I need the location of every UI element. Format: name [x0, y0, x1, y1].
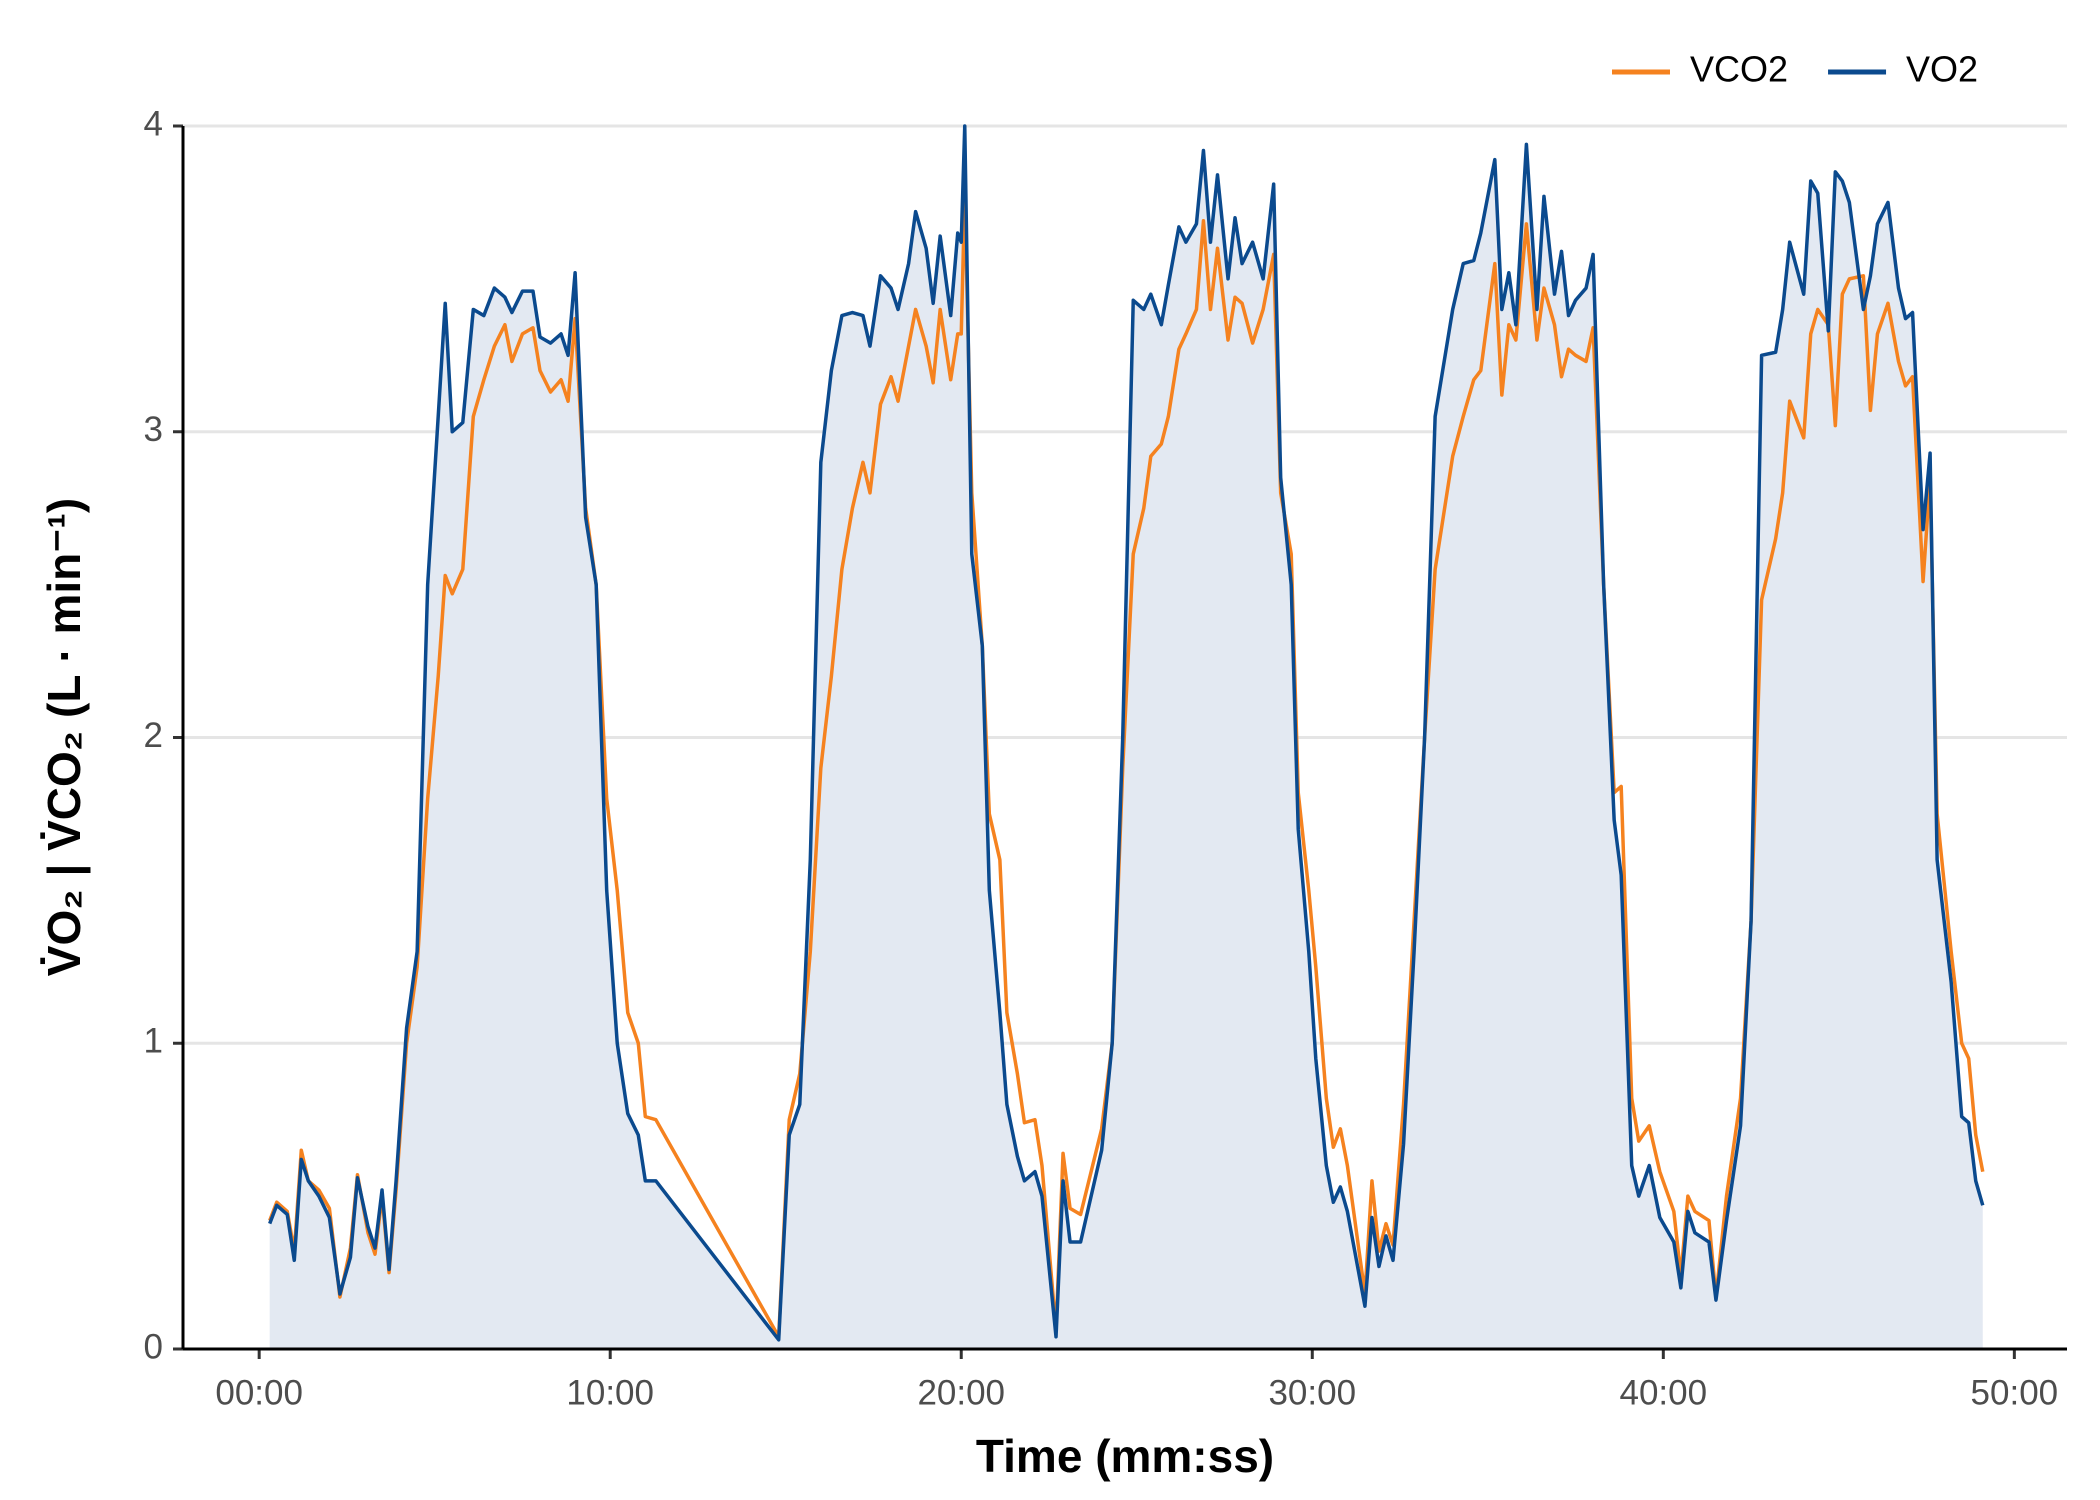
y-tick-label: 3: [144, 410, 163, 449]
y-tick-label: 4: [144, 104, 163, 143]
x-tick-label: 30:00: [1268, 1373, 1356, 1412]
area: [269, 126, 1983, 1349]
line: [268, 124, 1985, 1342]
legend-label: VCO2: [1690, 49, 1788, 90]
legend-label: VO2: [1906, 49, 1978, 90]
x-tick-label: 00:00: [215, 1373, 303, 1412]
x-axis-title: Time (mm:ss): [976, 1430, 1274, 1482]
x-tick-label: 40:00: [1620, 1373, 1708, 1412]
x-tick-label: 10:00: [566, 1373, 654, 1412]
y-tick-label: 2: [144, 716, 163, 755]
y-tick-label: 1: [144, 1022, 163, 1061]
y-tick-label: 0: [144, 1327, 163, 1366]
y-axis-title: V̇O₂ | V̇CO₂ (L · min⁻¹): [38, 498, 90, 976]
x-tick-label: 50:00: [1971, 1373, 2059, 1412]
x-tick-label: 20:00: [917, 1373, 1005, 1412]
